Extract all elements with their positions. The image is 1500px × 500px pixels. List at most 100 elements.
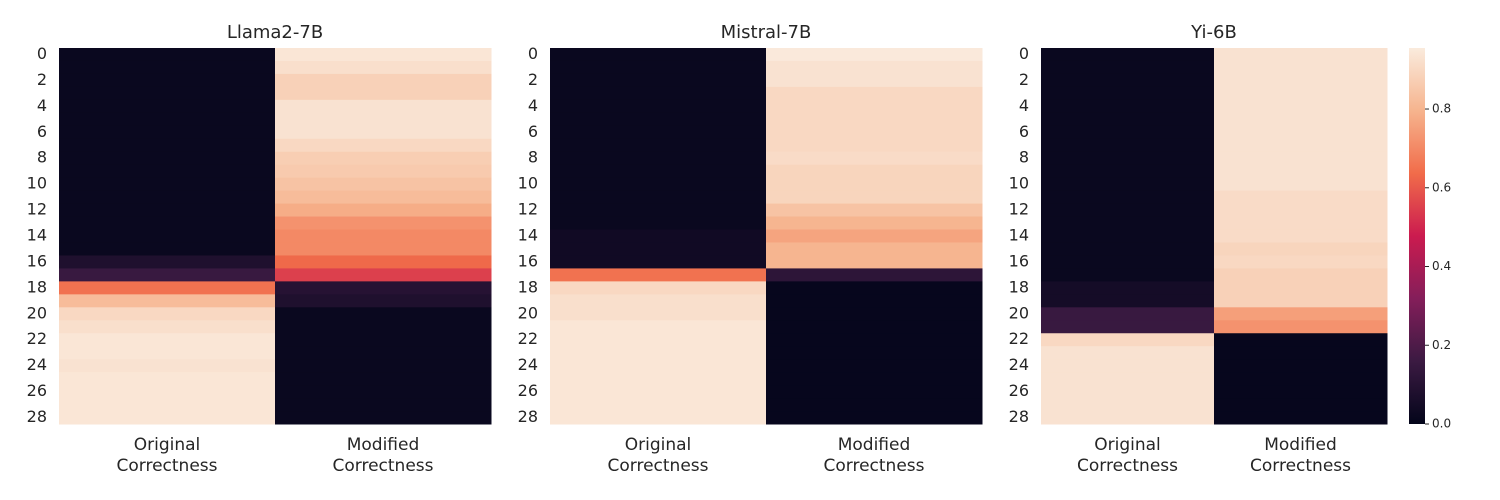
heatmap-cell (766, 203, 983, 218)
heatmap-cell (59, 294, 276, 308)
heatmap-cell (275, 281, 492, 295)
heatmap-cell (550, 60, 767, 75)
heatmap-cell (766, 60, 983, 75)
heatmap-cell (275, 333, 492, 347)
heatmap-cell (275, 86, 492, 101)
heatmap-cell (1041, 190, 1215, 205)
heatmap-cell (275, 48, 492, 62)
heatmap-cell (1041, 294, 1215, 308)
heatmap-cell (1214, 99, 1388, 114)
heatmap-cell (766, 138, 983, 153)
x-tick-label: Modified Correctness (333, 435, 434, 476)
heatmap-cell (275, 255, 492, 269)
heatmap-cell (550, 229, 767, 243)
heatmap-cell (59, 372, 276, 386)
y-tick-label: 12 (27, 200, 47, 219)
y-tick-label: 20 (1009, 303, 1029, 322)
heatmap-cell (275, 125, 492, 140)
heatmap-cell (766, 229, 983, 243)
heatmap-cell (1041, 216, 1215, 231)
heatmap-cell (550, 294, 767, 308)
heatmap-cell (550, 372, 767, 386)
heatmap-cell (550, 190, 767, 205)
heatmap-cell (59, 190, 276, 205)
heatmap-cell (766, 320, 983, 334)
heatmap-cell (1041, 307, 1215, 321)
heatmap-cell (1041, 385, 1215, 399)
heatmap-cell (275, 203, 492, 218)
y-tick-label: 2 (37, 70, 47, 89)
heatmap-cell (766, 333, 983, 347)
heatmap-cell (275, 320, 492, 334)
heatmap-cell (275, 190, 492, 205)
y-tick-label: 4 (1019, 96, 1029, 115)
heatmap-cell (550, 73, 767, 88)
heatmap-cell (59, 125, 276, 140)
heatmap-cell (59, 242, 276, 256)
heatmap-cell (1041, 125, 1215, 140)
heatmap-cell (766, 411, 983, 425)
heatmap-cell (275, 385, 492, 399)
heatmap-cell (1041, 164, 1215, 179)
x-tick-label: Original Correctness (608, 435, 709, 476)
heatmap-cell (59, 138, 276, 153)
colorbar-tick-label: 0.0 (1432, 417, 1451, 431)
heatmap-cell (1214, 385, 1388, 399)
heatmap-cell (1214, 320, 1388, 334)
heatmap-cell (1214, 151, 1388, 166)
heatmap-cell (1214, 281, 1388, 295)
y-tick-label: 10 (1009, 174, 1029, 193)
heatmap-cell (1214, 411, 1388, 425)
heatmap-cell (550, 281, 767, 295)
heatmap-cell (550, 203, 767, 218)
heatmap-cell (550, 151, 767, 166)
heatmap-cell (1214, 398, 1388, 412)
y-tick-label: 12 (1009, 200, 1029, 219)
heatmap-cell (275, 307, 492, 321)
heatmap-cell (59, 60, 276, 75)
heatmap-cell (275, 229, 492, 243)
y-tick-label: 0 (37, 44, 47, 63)
y-tick-label: 6 (1019, 122, 1029, 141)
heatmap-cell (275, 268, 492, 282)
heatmap-cell (550, 112, 767, 127)
heatmap-cell (1041, 398, 1215, 412)
heatmap-cell (766, 151, 983, 166)
y-tick-label: 28 (27, 407, 47, 426)
heatmap-cell (1214, 164, 1388, 179)
heatmap-cell (1214, 359, 1388, 373)
heatmap-cell (1041, 281, 1215, 295)
y-tick-label: 22 (27, 329, 47, 348)
heatmap-cell (550, 333, 767, 347)
heatmap-cell (275, 164, 492, 179)
y-tick-label: 6 (37, 122, 47, 141)
heatmap-cell (1214, 60, 1388, 75)
heatmap-cell (275, 112, 492, 127)
heatmap-cell (766, 307, 983, 321)
heatmap-cell (1041, 99, 1215, 114)
y-tick-label: 14 (27, 226, 47, 245)
heatmap-cell (275, 177, 492, 192)
heatmap-cell (766, 125, 983, 140)
heatmap-cell (59, 177, 276, 192)
heatmap-cell (766, 255, 983, 269)
y-tick-label: 26 (27, 381, 47, 400)
heatmap-cell (1041, 359, 1215, 373)
heatmap-cell (1214, 307, 1388, 321)
colorbar-tick-label: 0.4 (1432, 259, 1451, 273)
heatmap-cell (59, 229, 276, 243)
heatmap-cell (550, 99, 767, 114)
heatmap-cell (550, 48, 767, 62)
heatmap-cell (59, 398, 276, 412)
heatmap-cell (1214, 268, 1388, 282)
x-tick-label: Modified Correctness (824, 435, 925, 476)
y-tick-label: 2 (528, 70, 538, 89)
heatmap-cell (59, 73, 276, 88)
heatmap-cell (1214, 255, 1388, 269)
heatmap-cell (59, 320, 276, 334)
heatmap-cell (275, 151, 492, 166)
heatmap-cell (275, 294, 492, 308)
heatmap-cell (1041, 151, 1215, 166)
heatmap-cell (766, 359, 983, 373)
